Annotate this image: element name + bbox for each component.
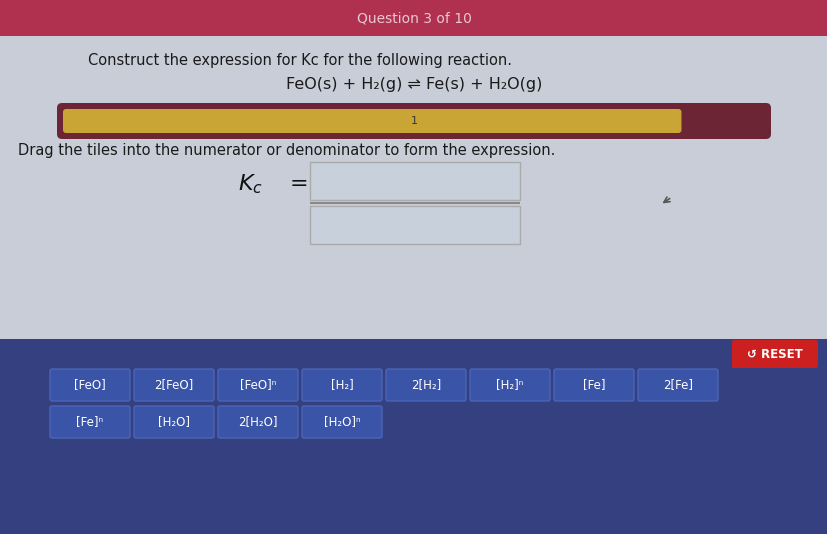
FancyBboxPatch shape (63, 109, 681, 133)
Text: [H₂]: [H₂] (330, 379, 353, 391)
Text: 1: 1 (410, 116, 417, 126)
FancyBboxPatch shape (134, 406, 213, 438)
FancyBboxPatch shape (470, 369, 549, 401)
FancyBboxPatch shape (309, 162, 519, 200)
Text: 2[H₂O]: 2[H₂O] (238, 415, 277, 428)
FancyBboxPatch shape (218, 406, 298, 438)
Text: FeO(s) + H₂(g) ⇌ Fe(s) + H₂O(g): FeO(s) + H₂(g) ⇌ Fe(s) + H₂O(g) (285, 76, 542, 91)
Text: ↺ RESET: ↺ RESET (746, 348, 802, 360)
Text: 2[FeO]: 2[FeO] (154, 379, 194, 391)
FancyBboxPatch shape (134, 369, 213, 401)
FancyBboxPatch shape (302, 406, 381, 438)
Text: [FeO]ⁿ: [FeO]ⁿ (240, 379, 276, 391)
Text: Construct the expression for Kc for the following reaction.: Construct the expression for Kc for the … (88, 52, 511, 67)
Text: $K_c$: $K_c$ (237, 172, 263, 196)
Text: [FeO]: [FeO] (74, 379, 106, 391)
Text: Drag the tiles into the numerator or denominator to form the expression.: Drag the tiles into the numerator or den… (18, 144, 555, 159)
Text: Question 3 of 10: Question 3 of 10 (356, 11, 471, 25)
Text: [H₂O]: [H₂O] (158, 415, 189, 428)
FancyBboxPatch shape (553, 369, 633, 401)
Bar (0, 0, 827, 36)
FancyBboxPatch shape (50, 406, 130, 438)
FancyBboxPatch shape (302, 369, 381, 401)
FancyBboxPatch shape (731, 340, 817, 368)
FancyBboxPatch shape (638, 369, 717, 401)
FancyBboxPatch shape (385, 369, 466, 401)
Text: [Fe]ⁿ: [Fe]ⁿ (76, 415, 103, 428)
FancyBboxPatch shape (57, 103, 770, 139)
Text: [Fe]: [Fe] (582, 379, 605, 391)
Text: [H₂]ⁿ: [H₂]ⁿ (495, 379, 523, 391)
FancyBboxPatch shape (309, 206, 519, 244)
Bar (0, 339, 827, 534)
Text: 2[Fe]: 2[Fe] (662, 379, 692, 391)
FancyBboxPatch shape (218, 369, 298, 401)
Text: [H₂O]ⁿ: [H₂O]ⁿ (323, 415, 360, 428)
FancyBboxPatch shape (50, 369, 130, 401)
Text: 2[H₂]: 2[H₂] (410, 379, 441, 391)
Text: =: = (289, 174, 308, 194)
